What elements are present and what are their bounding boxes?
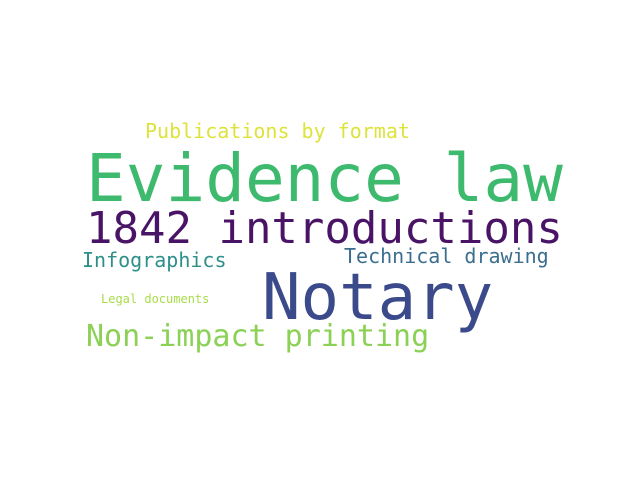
word-notary: Notary (262, 261, 494, 335)
word-evidence-law: Evidence law (86, 140, 563, 217)
word-publications-by-format: Publications by format (145, 119, 410, 143)
word-technical-drawing: Technical drawing (344, 244, 549, 268)
word-non-impact-printing: Non-impact printing (86, 319, 430, 354)
word-infographics: Infographics (82, 248, 227, 272)
word-1842-introductions: 1842 introductions (86, 203, 563, 254)
word-legal-documents: Legal documents (101, 292, 210, 306)
